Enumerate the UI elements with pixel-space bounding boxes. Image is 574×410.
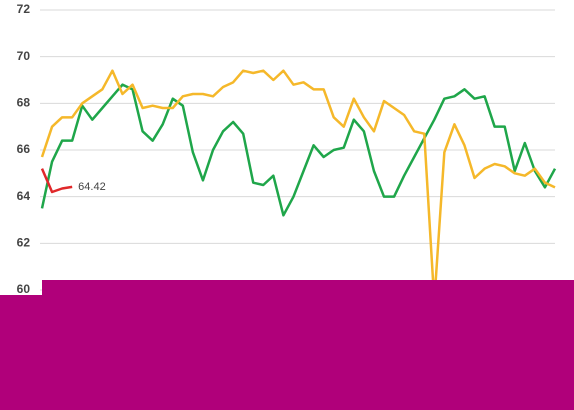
series-line [40,69,556,303]
overlay [0,295,574,410]
data-label: 64.42 [78,181,106,193]
series-line [40,83,557,217]
y-tick-label: 70 [17,49,31,63]
y-tick-label: 72 [17,2,31,16]
y-tick-label: 66 [17,142,31,156]
y-tick-label: 64 [17,189,31,203]
series-line [40,168,73,194]
grid: 60 62 64 66 68 70 72 [17,2,555,296]
y-tick-label: 68 [17,96,31,110]
y-tick-label: 60 [17,282,31,296]
y-tick-label: 62 [17,236,31,250]
lines: 64.42 [40,69,557,303]
